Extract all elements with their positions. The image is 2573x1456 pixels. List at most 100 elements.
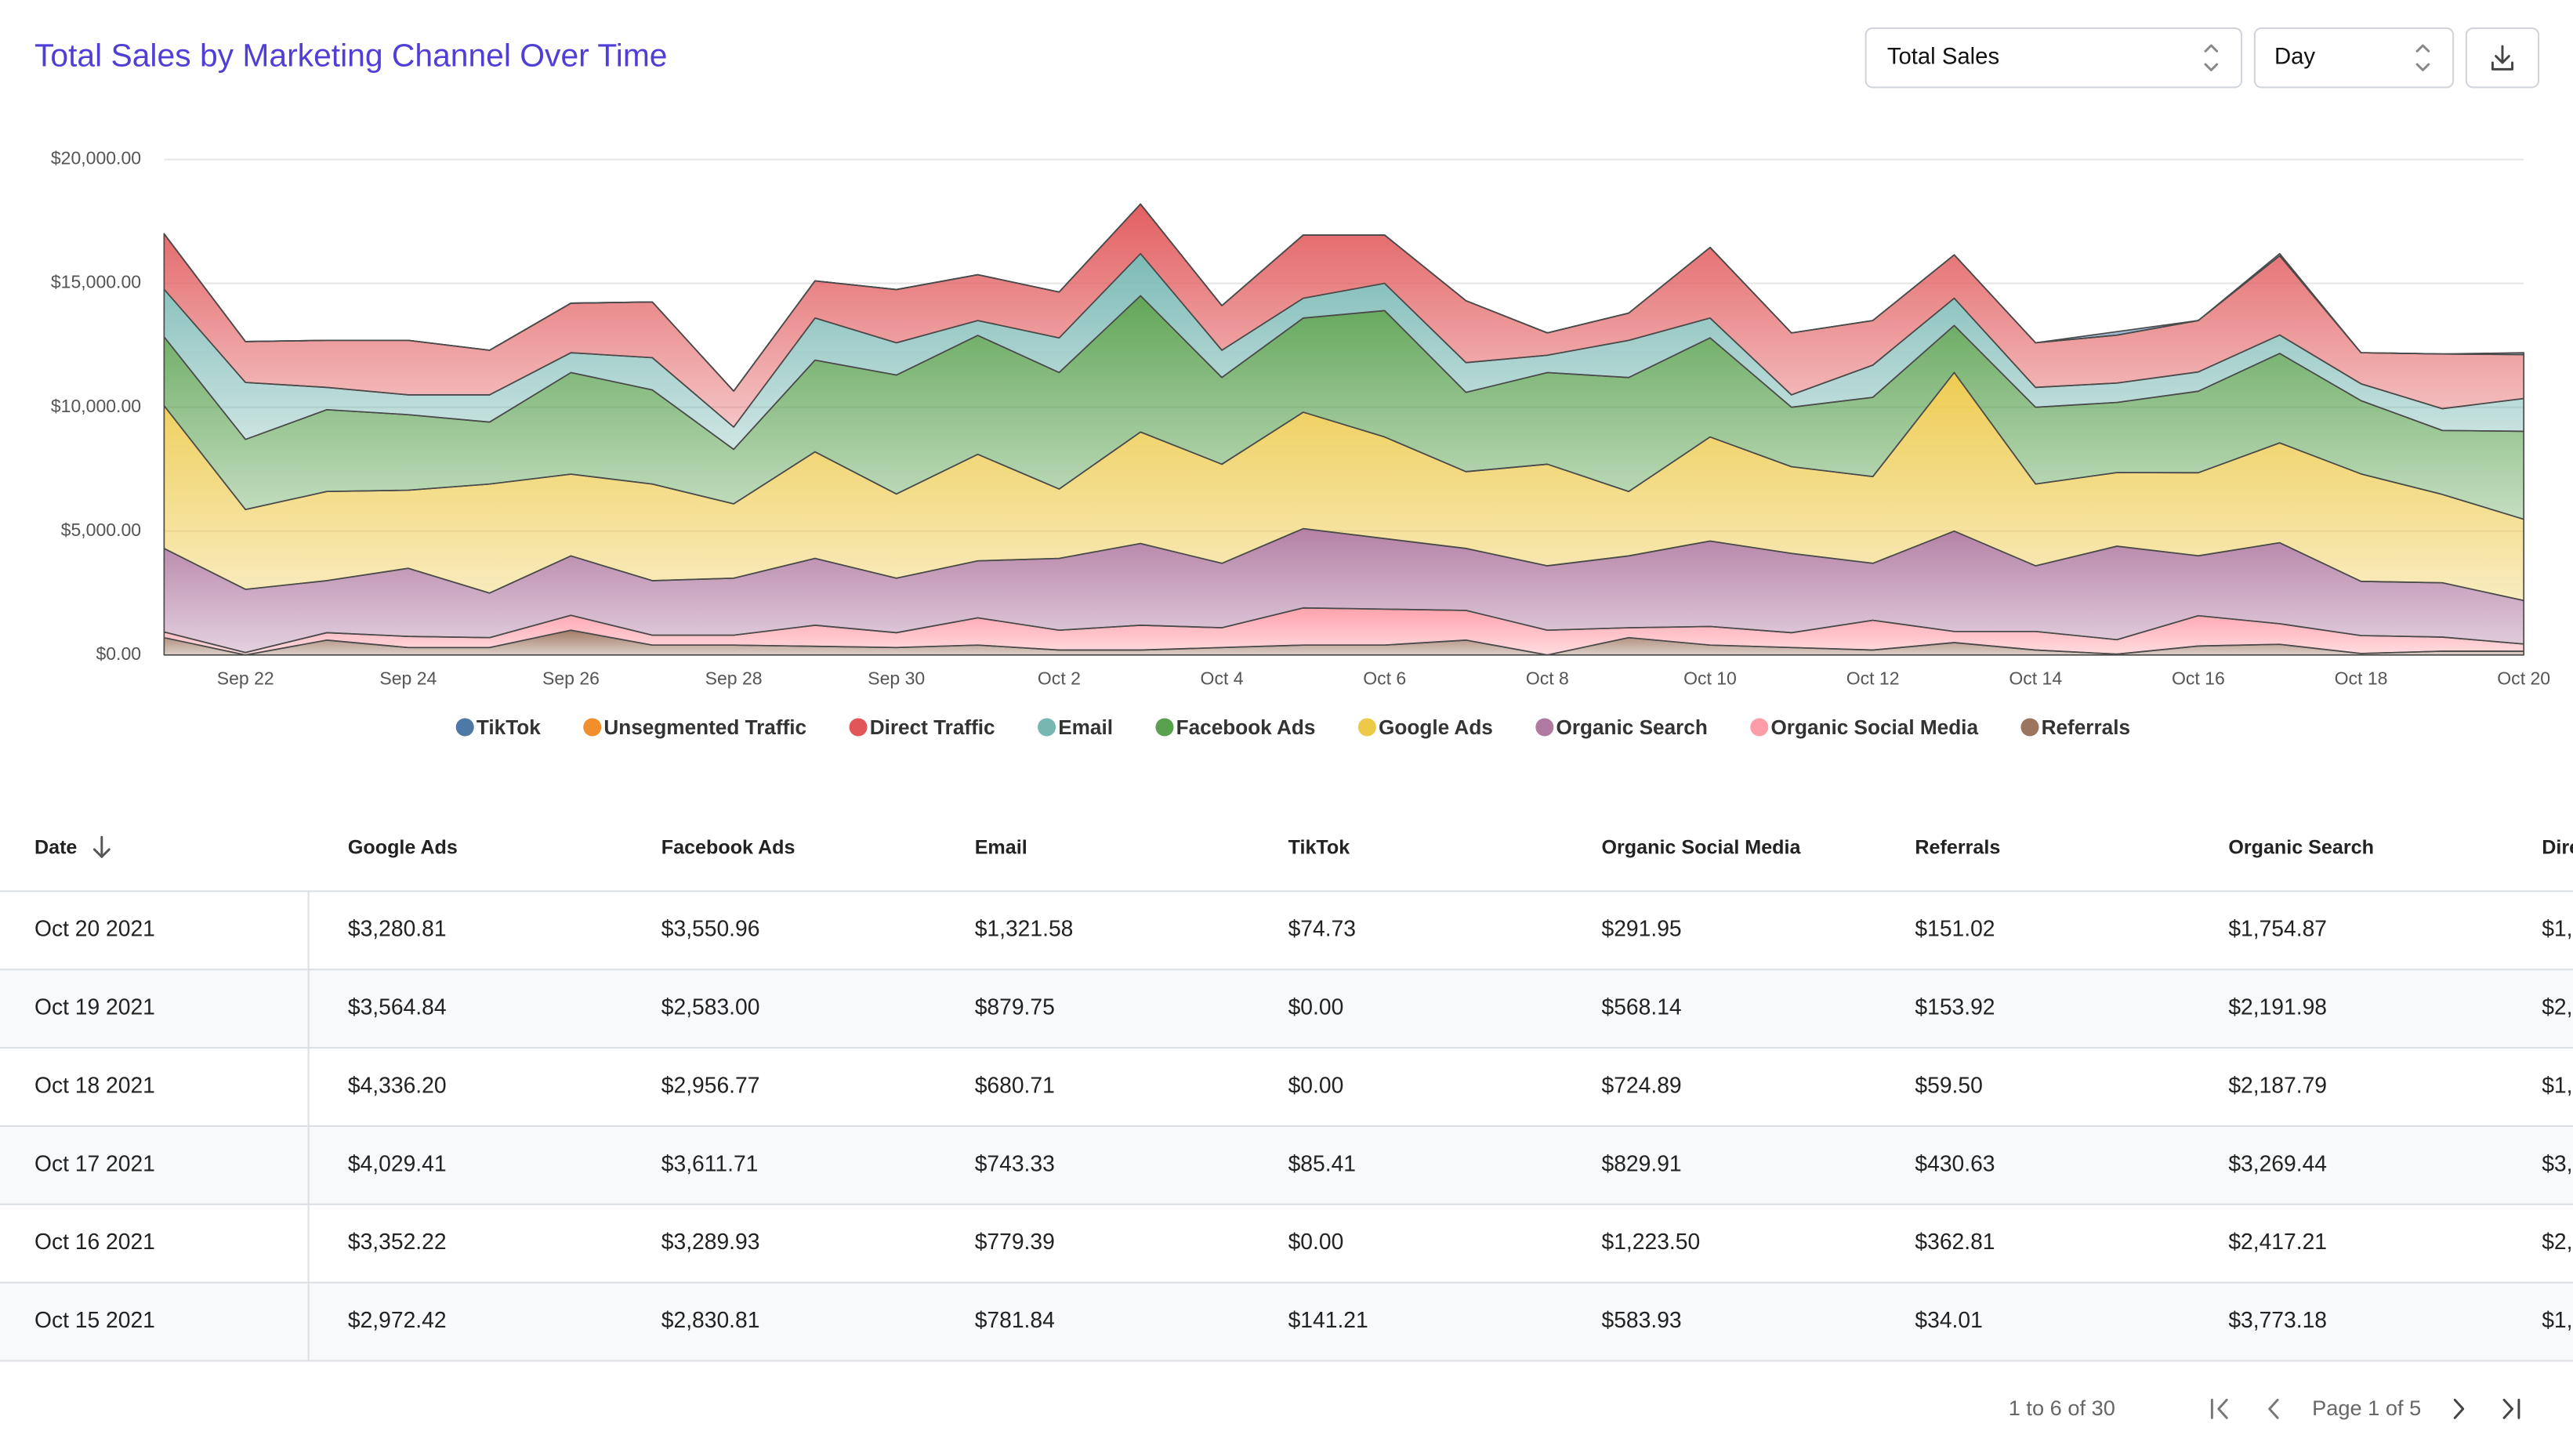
- x-tick-label: Sep 22: [217, 668, 274, 688]
- page-indicator: Page 1 of 5: [2312, 1396, 2421, 1420]
- first-page-button[interactable]: [2212, 1400, 2227, 1418]
- legend-item[interactable]: Organic Social Media: [1750, 715, 1978, 739]
- chart-title: Total Sales by Marketing Channel Over Ti…: [34, 37, 668, 73]
- value-cell: $0.00: [1288, 1072, 1344, 1097]
- value-cell: $779.39: [975, 1229, 1055, 1254]
- x-tick-label: Sep 26: [542, 668, 600, 688]
- value-cell: $724.89: [1602, 1072, 1682, 1097]
- value-cell: $74.73: [1288, 916, 1356, 941]
- download-button[interactable]: [2466, 28, 2539, 87]
- date-cell: Oct 20 2021: [34, 916, 155, 941]
- interval-select[interactable]: Day: [2255, 28, 2453, 87]
- column-header[interactable]: Organic Social Media: [1602, 837, 1802, 859]
- value-cell: $2,956.77: [661, 1072, 760, 1097]
- next-page-button[interactable]: [2455, 1400, 2462, 1418]
- legend-item[interactable]: Google Ads: [1358, 715, 1493, 739]
- legend-swatch[interactable]: [583, 718, 601, 736]
- legend-label[interactable]: Direct Traffic: [870, 715, 995, 739]
- legend-label[interactable]: Google Ads: [1379, 715, 1493, 739]
- value-cell: $430.63: [1915, 1150, 1995, 1175]
- legend-swatch[interactable]: [1535, 718, 1553, 736]
- value-cell: $2,208.17: [2542, 994, 2573, 1020]
- column-header[interactable]: Google Ads: [348, 837, 458, 859]
- legend-label[interactable]: Unsegmented Traffic: [603, 715, 806, 739]
- value-cell: $2,830.81: [661, 1307, 760, 1332]
- value-cell: $2,972.42: [348, 1307, 447, 1332]
- legend-swatch[interactable]: [1750, 718, 1768, 736]
- value-cell: $680.71: [975, 1072, 1055, 1097]
- value-cell: $141.21: [1288, 1307, 1368, 1332]
- legend-item[interactable]: Email: [1038, 715, 1113, 739]
- x-tick-label: Oct 6: [1363, 668, 1406, 688]
- column-header[interactable]: Date: [34, 837, 77, 859]
- value-cell: $1,321.58: [975, 916, 1074, 941]
- legend-label[interactable]: Facebook Ads: [1176, 715, 1316, 739]
- value-cell: $0.00: [1288, 1229, 1344, 1254]
- value-cell: $4,029.41: [348, 1150, 447, 1175]
- value-cell: $583.93: [1602, 1307, 1682, 1332]
- date-cell: Oct 19 2021: [34, 994, 155, 1020]
- value-cell: $3,611.71: [661, 1150, 759, 1175]
- x-tick-label: Oct 2: [1038, 668, 1081, 688]
- area-chart: $0.00$5,000.00$10,000.00$15,000.00$20,00…: [51, 148, 2550, 689]
- column-header[interactable]: Email: [975, 837, 1027, 859]
- value-cell: $743.33: [975, 1150, 1055, 1175]
- legend-item[interactable]: Referrals: [2020, 715, 2130, 739]
- y-tick-label: $15,000.00: [51, 272, 141, 292]
- column-header[interactable]: Organic Search: [2228, 837, 2374, 859]
- column-header[interactable]: Facebook Ads: [661, 837, 795, 859]
- value-cell: $362.81: [1915, 1229, 1995, 1254]
- x-tick-label: Sep 30: [868, 668, 925, 688]
- value-cell: $1,933.40: [2542, 1307, 2573, 1332]
- legend-swatch[interactable]: [2020, 718, 2038, 736]
- value-cell: $0.00: [1288, 994, 1344, 1020]
- y-tick-label: $0.00: [96, 643, 141, 664]
- column-header[interactable]: Direct Traffic: [2542, 837, 2573, 859]
- prev-page-button[interactable]: [2270, 1400, 2278, 1418]
- legend-item[interactable]: Direct Traffic: [850, 715, 995, 739]
- value-cell: $1,775.46: [2542, 916, 2573, 941]
- value-cell: $1,254.80: [2542, 1072, 2573, 1097]
- x-tick-label: Oct 12: [1846, 668, 1900, 688]
- value-cell: $879.75: [975, 994, 1055, 1020]
- sort-icon[interactable]: [94, 837, 109, 857]
- value-cell: $151.02: [1915, 916, 1995, 941]
- column-header[interactable]: TikTok: [1288, 837, 1350, 859]
- date-cell: Oct 18 2021: [34, 1072, 155, 1097]
- x-tick-label: Oct 8: [1526, 668, 1569, 688]
- metric-select[interactable]: Total Sales: [1866, 28, 2241, 87]
- value-cell: $85.41: [1288, 1150, 1356, 1175]
- y-tick-label: $5,000.00: [61, 520, 141, 540]
- select-value[interactable]: Total Sales: [1887, 43, 1999, 69]
- legend-label[interactable]: Organic Search: [1556, 715, 1707, 739]
- legend-item[interactable]: Unsegmented Traffic: [583, 715, 806, 739]
- legend-swatch[interactable]: [1358, 718, 1376, 736]
- value-cell: $3,564.84: [348, 994, 447, 1020]
- value-cell: $781.84: [975, 1307, 1055, 1332]
- legend-item[interactable]: Facebook Ads: [1155, 715, 1315, 739]
- value-cell: $3,280.81: [348, 916, 447, 941]
- legend-swatch[interactable]: [456, 718, 474, 736]
- legend-item[interactable]: Organic Search: [1535, 715, 1708, 739]
- y-tick-label: $20,000.00: [51, 148, 141, 168]
- legend-label[interactable]: Referrals: [2042, 715, 2130, 739]
- date-cell: Oct 16 2021: [34, 1229, 155, 1254]
- legend-item[interactable]: TikTok: [456, 715, 542, 739]
- legend-swatch[interactable]: [1038, 718, 1056, 736]
- legend-swatch[interactable]: [1155, 718, 1173, 736]
- pagination: 1 to 6 of 30 Page 1 of 5: [2009, 1396, 2519, 1420]
- legend-label[interactable]: TikTok: [477, 715, 541, 739]
- date-cell: Oct 15 2021: [34, 1307, 155, 1332]
- value-cell: $3,200.36: [2542, 1150, 2573, 1175]
- column-header[interactable]: Referrals: [1915, 837, 2000, 859]
- last-page-button[interactable]: [2504, 1400, 2519, 1418]
- x-tick-label: Oct 18: [2335, 668, 2388, 688]
- legend-swatch[interactable]: [850, 718, 868, 736]
- page-range: 1 to 6 of 30: [2009, 1396, 2115, 1420]
- select-value[interactable]: Day: [2274, 43, 2315, 69]
- legend-label[interactable]: Email: [1058, 715, 1113, 739]
- legend-label[interactable]: Organic Social Media: [1770, 715, 1978, 739]
- data-table: Date Google Ads Facebook Ads Email TikTok Org…: [0, 837, 2573, 1361]
